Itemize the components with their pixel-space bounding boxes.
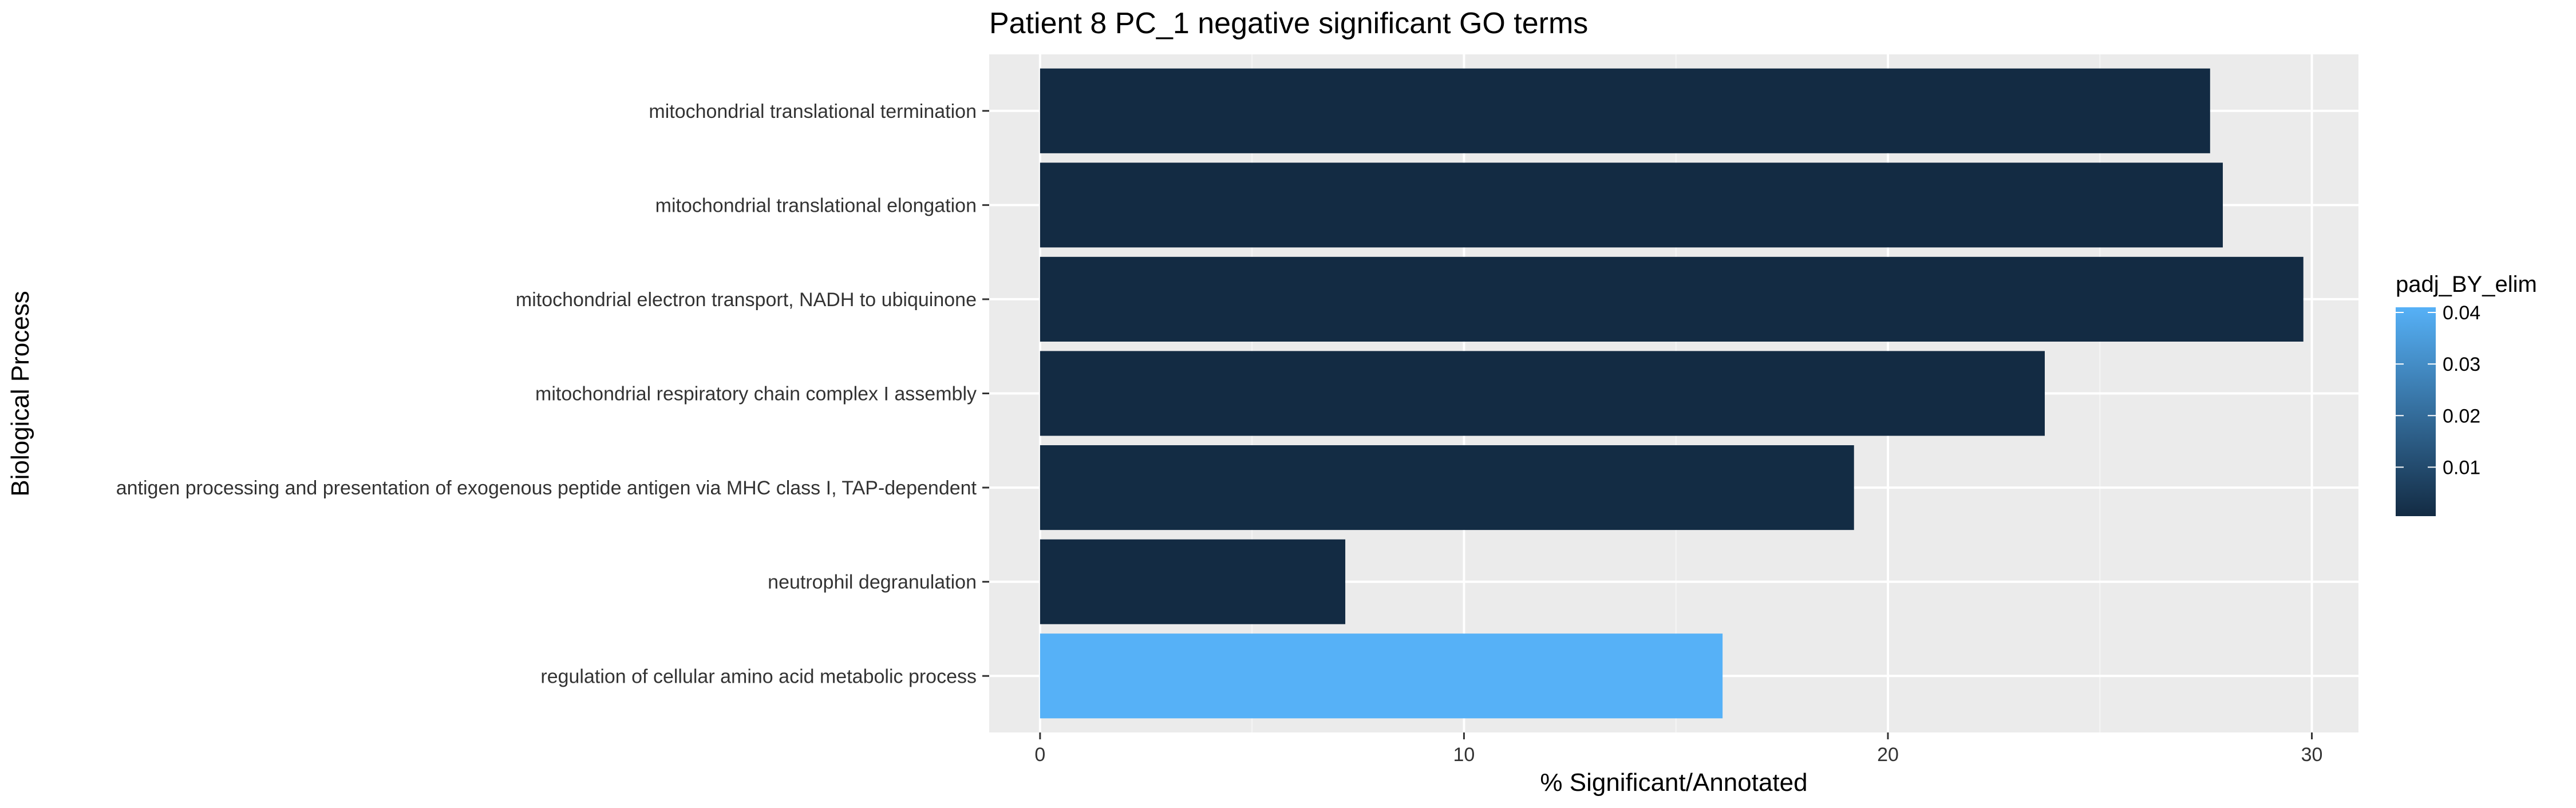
legend-colorbar <box>2396 307 2436 516</box>
bar <box>1040 68 2210 153</box>
category-label: mitochondrial electron transport, NADH t… <box>516 289 977 311</box>
x-tick-label: 10 <box>1453 744 1475 766</box>
bar <box>1040 256 2304 342</box>
bar <box>1040 163 2223 248</box>
legend-tick-label: 0.01 <box>2443 457 2480 478</box>
legend-tick-label: 0.04 <box>2443 302 2480 324</box>
category-label: regulation of cellular amino acid metabo… <box>540 666 977 687</box>
x-tick-label: 0 <box>1034 744 1045 766</box>
x-axis-title: % Significant/Annotated <box>1540 769 1807 797</box>
bars <box>1040 68 2304 719</box>
category-label: neutrophil degranulation <box>768 572 977 593</box>
x-axis-ticks: 0 10 20 30 <box>1034 732 2322 766</box>
category-labels: mitochondrial translational termination m… <box>116 101 989 687</box>
x-tick-label: 20 <box>1877 744 1899 766</box>
legend-tick-label: 0.03 <box>2443 354 2480 375</box>
bar <box>1040 445 1854 530</box>
y-axis-title: Biological Process <box>6 291 34 497</box>
category-label: mitochondrial respiratory chain complex … <box>535 383 977 405</box>
legend: padj_BY_elim 0.04 0.03 0.02 0.01 <box>2396 272 2537 516</box>
bar <box>1040 351 2045 436</box>
legend-title: padj_BY_elim <box>2396 272 2537 297</box>
bar <box>1040 633 1723 719</box>
category-label: antigen processing and presentation of e… <box>116 477 977 499</box>
legend-ticks: 0.04 0.03 0.02 0.01 <box>2396 302 2480 478</box>
chart-title: Patient 8 PC_1 negative significant GO t… <box>989 7 1588 40</box>
category-label: mitochondrial translational elongation <box>655 195 977 216</box>
category-label: mitochondrial translational termination <box>649 101 977 122</box>
x-tick-label: 30 <box>2301 744 2323 766</box>
bar <box>1040 539 1346 624</box>
legend-tick-label: 0.02 <box>2443 405 2480 427</box>
